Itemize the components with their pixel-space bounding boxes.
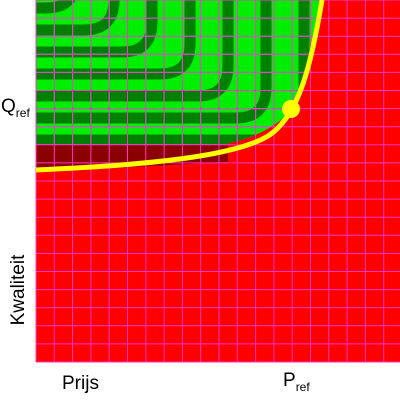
magenta-grid bbox=[35, 0, 400, 363]
q-ref-label: Qref bbox=[1, 96, 30, 120]
indifference-curve bbox=[36, 0, 325, 173]
q-ref-sub: ref bbox=[16, 106, 31, 120]
p-ref-label: Pref bbox=[283, 370, 310, 394]
x-axis-label: Prijs bbox=[62, 373, 99, 394]
y-axis-label: Kwaliteit bbox=[8, 254, 29, 325]
q-ref-main: Q bbox=[1, 96, 16, 117]
contour-band bbox=[36, 0, 234, 102]
p-ref-main: P bbox=[283, 370, 296, 391]
reference-point bbox=[282, 100, 300, 118]
contour-band bbox=[36, 0, 158, 58]
contour-band bbox=[36, 0, 272, 124]
p-ref-sub: ref bbox=[296, 380, 311, 394]
